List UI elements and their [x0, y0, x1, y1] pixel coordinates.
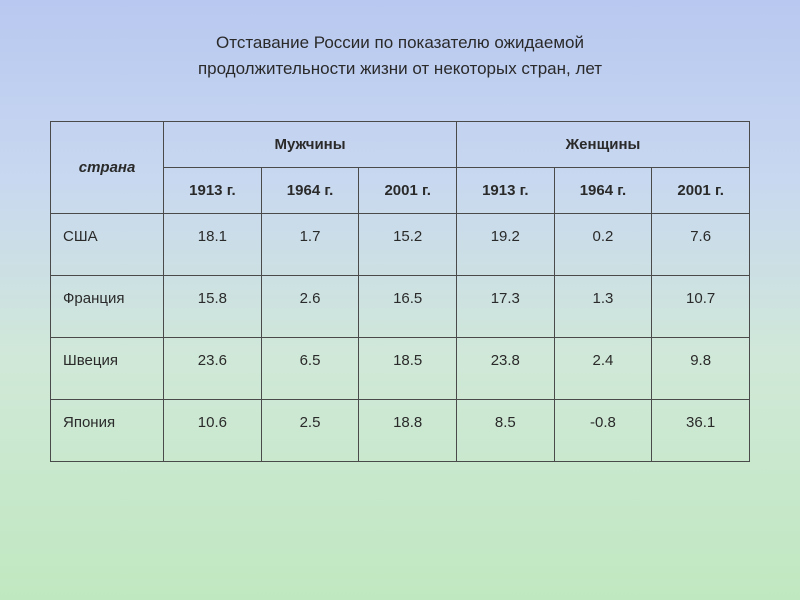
value-cell: 36.1	[652, 400, 750, 462]
value-cell: 1.3	[554, 276, 652, 338]
value-cell: 18.5	[359, 338, 457, 400]
value-cell: 10.6	[164, 400, 262, 462]
group-header-men: Мужчины	[164, 122, 457, 168]
value-cell: 15.8	[164, 276, 262, 338]
table-row: США 18.1 1.7 15.2 19.2 0.2 7.6	[51, 214, 750, 276]
value-cell: 2.4	[554, 338, 652, 400]
value-cell: 2.5	[261, 400, 359, 462]
year-header: 1964 г.	[261, 168, 359, 214]
table-row: Франция 15.8 2.6 16.5 17.3 1.3 10.7	[51, 276, 750, 338]
title-line-2: продолжительности жизни от некоторых стр…	[50, 56, 750, 82]
value-cell: 8.5	[456, 400, 554, 462]
title-container: Отставание России по показателю ожидаемо…	[50, 30, 750, 81]
year-header: 1913 г.	[456, 168, 554, 214]
value-cell: 18.1	[164, 214, 262, 276]
value-cell: 6.5	[261, 338, 359, 400]
value-cell: -0.8	[554, 400, 652, 462]
value-cell: 17.3	[456, 276, 554, 338]
country-cell: Швеция	[51, 338, 164, 400]
header-row-1: страна Мужчины Женщины	[51, 122, 750, 168]
value-cell: 16.5	[359, 276, 457, 338]
year-header: 1964 г.	[554, 168, 652, 214]
value-cell: 23.6	[164, 338, 262, 400]
value-cell: 1.7	[261, 214, 359, 276]
year-header: 1913 г.	[164, 168, 262, 214]
value-cell: 10.7	[652, 276, 750, 338]
value-cell: 19.2	[456, 214, 554, 276]
country-cell: США	[51, 214, 164, 276]
value-cell: 15.2	[359, 214, 457, 276]
value-cell: 9.8	[652, 338, 750, 400]
year-header: 2001 г.	[652, 168, 750, 214]
title-line-1: Отставание России по показателю ожидаемо…	[50, 30, 750, 56]
value-cell: 2.6	[261, 276, 359, 338]
table-row: Япония 10.6 2.5 18.8 8.5 -0.8 36.1	[51, 400, 750, 462]
value-cell: 0.2	[554, 214, 652, 276]
value-cell: 18.8	[359, 400, 457, 462]
value-cell: 7.6	[652, 214, 750, 276]
year-header: 2001 г.	[359, 168, 457, 214]
country-cell: Япония	[51, 400, 164, 462]
value-cell: 23.8	[456, 338, 554, 400]
table-row: Швеция 23.6 6.5 18.5 23.8 2.4 9.8	[51, 338, 750, 400]
group-header-women: Женщины	[456, 122, 749, 168]
data-table: страна Мужчины Женщины 1913 г. 1964 г. 2…	[50, 121, 750, 462]
country-cell: Франция	[51, 276, 164, 338]
country-header: страна	[51, 122, 164, 214]
